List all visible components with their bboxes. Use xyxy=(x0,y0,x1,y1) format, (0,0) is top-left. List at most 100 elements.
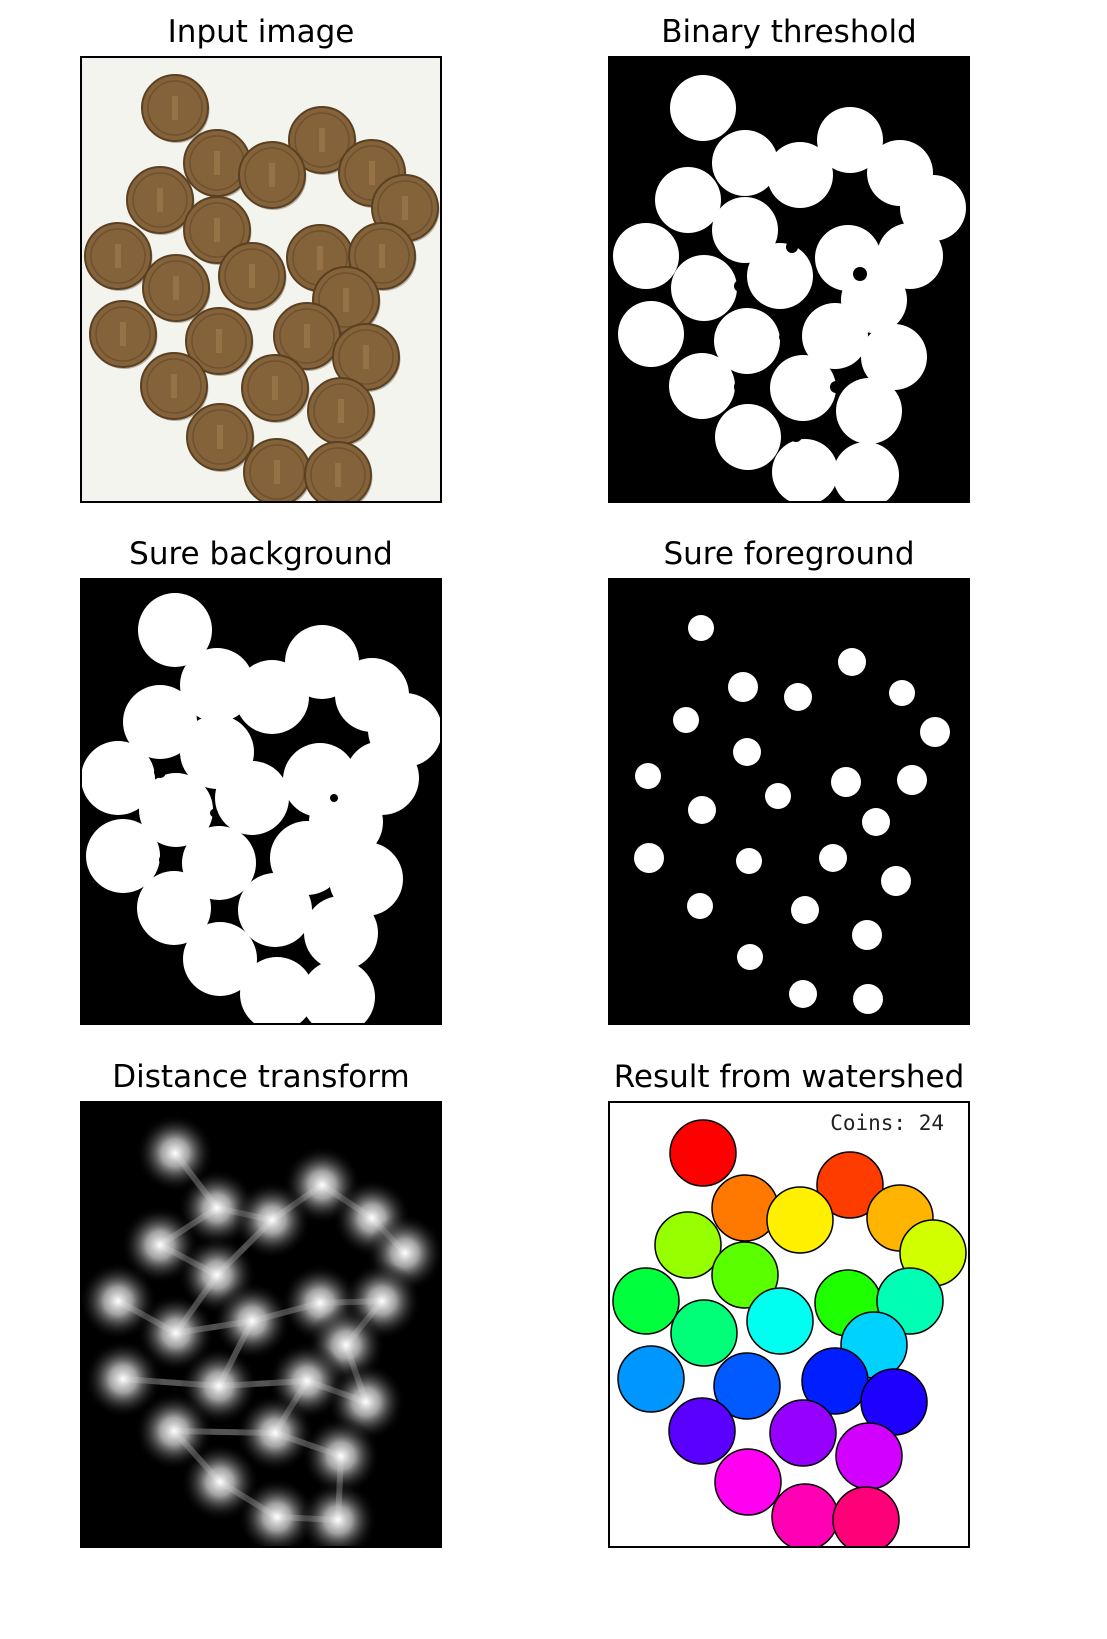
panel-distance-transform: Distance transform xyxy=(80,1045,442,1550)
segmented-coin xyxy=(669,1119,737,1187)
gap-hole xyxy=(159,854,171,866)
coin xyxy=(241,354,310,423)
coin-mask xyxy=(137,871,211,945)
coin-mask xyxy=(770,355,836,421)
distance-peak xyxy=(136,1114,214,1192)
foreground-blob xyxy=(784,683,812,711)
coin xyxy=(89,300,158,369)
foreground-blob xyxy=(688,796,716,824)
distance-peak xyxy=(233,1181,311,1259)
coin-mask xyxy=(670,75,736,141)
coin-mask xyxy=(139,773,213,847)
segmented-coin xyxy=(654,1211,722,1279)
segmented-coin xyxy=(668,1397,736,1465)
distance-peak xyxy=(238,1478,316,1546)
coin-mask xyxy=(304,896,378,970)
coin-mask xyxy=(671,255,737,321)
panel-title: Sure foreground xyxy=(663,536,915,572)
coin-mask xyxy=(833,442,899,501)
foreground-blob xyxy=(853,984,883,1014)
foreground-blob xyxy=(819,844,847,872)
gap-hole xyxy=(678,236,696,254)
coin-mask xyxy=(767,142,833,208)
foreground-blob xyxy=(852,920,882,950)
coin-mask xyxy=(618,301,684,367)
sure-background-image xyxy=(80,578,442,1025)
gap-hole xyxy=(779,332,789,342)
panel-sure-background: Sure background xyxy=(80,522,442,1027)
distance-peak xyxy=(213,1282,291,1360)
coin-mask xyxy=(714,308,780,374)
foreground-blob xyxy=(862,808,890,836)
gap-hole xyxy=(830,381,842,393)
coin-mask xyxy=(836,378,902,444)
panel-title: Distance transform xyxy=(112,1059,410,1095)
foreground-blob xyxy=(765,783,791,809)
distance-peak xyxy=(302,1417,380,1495)
foreground-blob xyxy=(920,717,950,747)
distance-peak xyxy=(84,1340,162,1418)
foreground-blob xyxy=(791,896,819,924)
coin-mask xyxy=(669,353,735,419)
segmented-coin xyxy=(670,1299,738,1367)
segmented-coin xyxy=(816,1151,884,1219)
coin-mask xyxy=(235,660,309,734)
coin-mask xyxy=(180,648,254,722)
segmented-coin xyxy=(711,1174,779,1242)
coin-mask xyxy=(238,873,312,947)
coin-mask xyxy=(240,957,314,1023)
segmented-coin xyxy=(835,1422,903,1490)
foreground-blob xyxy=(789,980,817,1008)
panel-title: Sure background xyxy=(129,536,393,572)
distance-peak xyxy=(181,1443,259,1521)
segmented-coin xyxy=(711,1241,779,1309)
gap-hole xyxy=(257,859,263,865)
coin xyxy=(332,323,401,392)
foreground-blob xyxy=(673,707,699,733)
gap-hole xyxy=(853,267,867,281)
watershed-result-image: Coins: 24 xyxy=(608,1101,970,1548)
foreground-blob xyxy=(634,843,664,873)
coin-mask xyxy=(712,130,778,196)
coin xyxy=(304,441,373,501)
coin-mask xyxy=(301,960,375,1023)
distance-peak xyxy=(82,1262,157,1340)
gap-hole xyxy=(734,379,750,395)
coin xyxy=(126,166,195,235)
distance-peak xyxy=(135,1392,213,1470)
panel-sure-foreground: Sure foreground xyxy=(608,522,970,1027)
coin-mask xyxy=(82,741,155,815)
coin-mask xyxy=(715,404,781,470)
foreground-blob xyxy=(635,763,661,789)
coin xyxy=(140,352,209,421)
foreground-blob xyxy=(889,680,915,706)
foreground-blob xyxy=(897,765,927,795)
coin-mask xyxy=(772,439,838,501)
gap-hole xyxy=(210,809,218,817)
coin xyxy=(307,377,376,446)
coin xyxy=(84,222,153,291)
coin-mask xyxy=(215,761,289,835)
coin-mask xyxy=(86,819,160,893)
coin-mask xyxy=(613,223,679,289)
coin-mask xyxy=(183,922,257,996)
coin-mask xyxy=(861,324,927,390)
panel-title: Input image xyxy=(167,14,355,50)
distance-transform-image xyxy=(80,1101,442,1548)
segmented-coin xyxy=(713,1352,781,1420)
input-image xyxy=(80,56,442,503)
foreground-blob xyxy=(733,738,761,766)
coin-mask xyxy=(138,593,212,667)
foreground-blob xyxy=(881,866,911,896)
gap-hole xyxy=(687,330,705,348)
gap-hole xyxy=(734,280,746,292)
coin xyxy=(243,438,312,501)
coin xyxy=(141,74,210,143)
coin-mask xyxy=(817,107,883,173)
coin xyxy=(273,302,342,371)
foreground-blob xyxy=(736,848,762,874)
coin xyxy=(288,106,357,175)
distance-peak xyxy=(137,1294,215,1372)
coin-mask xyxy=(802,303,868,369)
binary-threshold-image xyxy=(608,56,970,503)
